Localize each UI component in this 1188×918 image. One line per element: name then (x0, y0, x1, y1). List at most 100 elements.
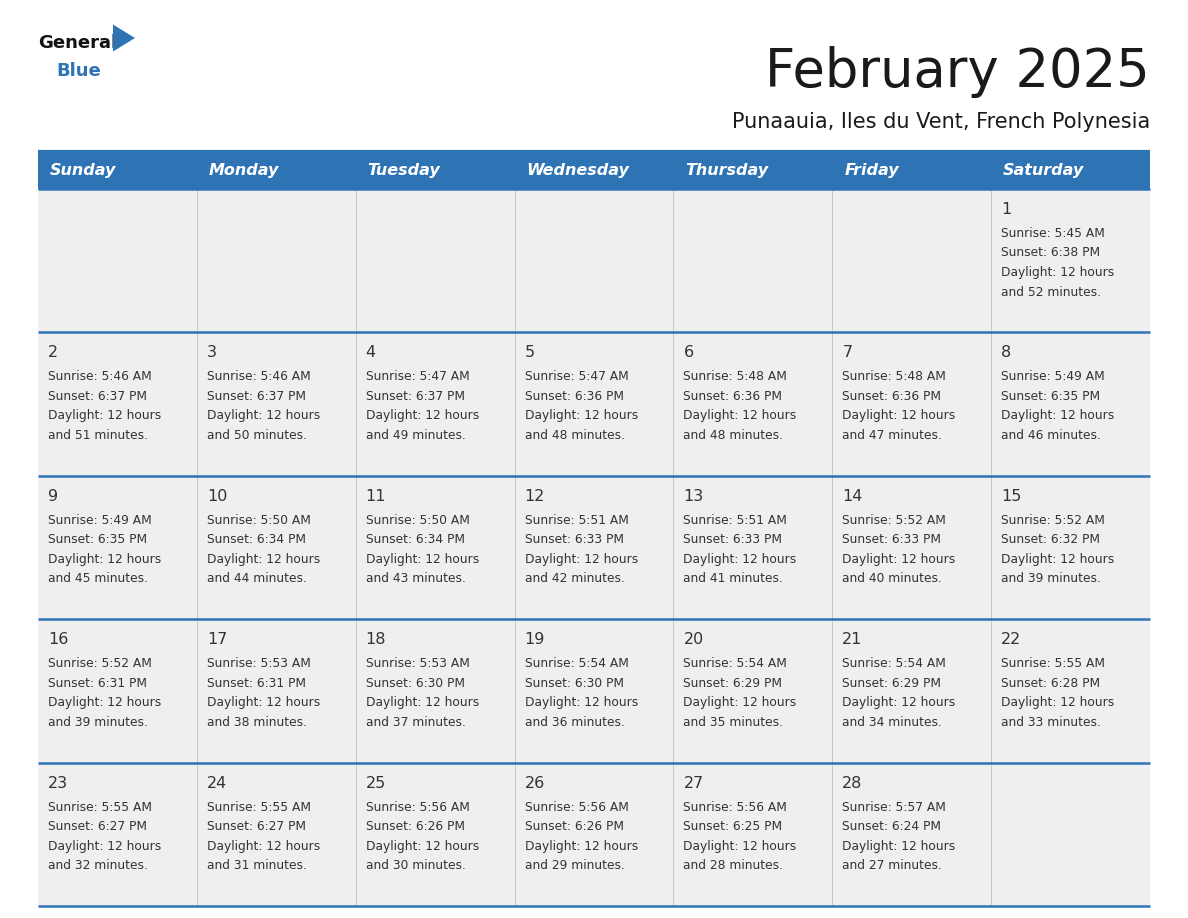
Text: and 49 minutes.: and 49 minutes. (366, 429, 466, 442)
Text: Sunset: 6:32 PM: Sunset: 6:32 PM (1001, 533, 1100, 546)
Text: Sunset: 6:33 PM: Sunset: 6:33 PM (525, 533, 624, 546)
Text: 2: 2 (48, 345, 58, 361)
Text: Sunrise: 5:55 AM: Sunrise: 5:55 AM (207, 800, 311, 813)
Text: Blue: Blue (56, 62, 101, 80)
Text: 1: 1 (1001, 202, 1011, 217)
Text: Sunset: 6:35 PM: Sunset: 6:35 PM (1001, 390, 1100, 403)
Text: Friday: Friday (845, 163, 899, 178)
Text: and 50 minutes.: and 50 minutes. (207, 429, 307, 442)
Bar (38, 189, 1150, 332)
Text: Daylight: 12 hours: Daylight: 12 hours (48, 553, 162, 565)
Text: Daylight: 12 hours: Daylight: 12 hours (842, 553, 955, 565)
Text: 14: 14 (842, 488, 862, 504)
Text: Daylight: 12 hours: Daylight: 12 hours (48, 696, 162, 710)
Text: Sunset: 6:34 PM: Sunset: 6:34 PM (207, 533, 305, 546)
Text: Sunrise: 5:56 AM: Sunrise: 5:56 AM (683, 800, 788, 813)
Text: Sunset: 6:33 PM: Sunset: 6:33 PM (683, 533, 783, 546)
Text: Sunset: 6:31 PM: Sunset: 6:31 PM (48, 677, 147, 689)
Text: Wednesday: Wednesday (526, 163, 630, 178)
Text: Sunset: 6:26 PM: Sunset: 6:26 PM (366, 820, 465, 834)
Text: Sunset: 6:28 PM: Sunset: 6:28 PM (1001, 677, 1100, 689)
Text: Daylight: 12 hours: Daylight: 12 hours (525, 553, 638, 565)
Text: Sunset: 6:33 PM: Sunset: 6:33 PM (842, 533, 941, 546)
Text: 8: 8 (1001, 345, 1011, 361)
Text: 19: 19 (525, 633, 545, 647)
Text: Sunrise: 5:54 AM: Sunrise: 5:54 AM (842, 657, 946, 670)
Text: and 46 minutes.: and 46 minutes. (1001, 429, 1101, 442)
Text: 11: 11 (366, 488, 386, 504)
Text: Sunset: 6:29 PM: Sunset: 6:29 PM (683, 677, 783, 689)
Text: Tuesday: Tuesday (368, 163, 441, 178)
Text: Sunset: 6:35 PM: Sunset: 6:35 PM (48, 533, 147, 546)
Text: and 45 minutes.: and 45 minutes. (48, 572, 148, 586)
Text: Sunrise: 5:50 AM: Sunrise: 5:50 AM (366, 514, 469, 527)
Text: Daylight: 12 hours: Daylight: 12 hours (525, 409, 638, 422)
Bar (38, 476, 1150, 620)
Text: and 48 minutes.: and 48 minutes. (525, 429, 625, 442)
Text: Punaauia, Iles du Vent, French Polynesia: Punaauia, Iles du Vent, French Polynesia (732, 112, 1150, 132)
Text: Daylight: 12 hours: Daylight: 12 hours (683, 553, 797, 565)
Text: February 2025: February 2025 (765, 46, 1150, 98)
Text: General: General (38, 34, 118, 52)
Text: Sunset: 6:36 PM: Sunset: 6:36 PM (842, 390, 941, 403)
Text: and 30 minutes.: and 30 minutes. (366, 859, 466, 872)
Text: Sunrise: 5:53 AM: Sunrise: 5:53 AM (207, 657, 311, 670)
Text: Daylight: 12 hours: Daylight: 12 hours (366, 840, 479, 853)
Text: 6: 6 (683, 345, 694, 361)
Text: Sunset: 6:37 PM: Sunset: 6:37 PM (366, 390, 465, 403)
Text: Daylight: 12 hours: Daylight: 12 hours (842, 696, 955, 710)
Text: Daylight: 12 hours: Daylight: 12 hours (525, 840, 638, 853)
Text: Daylight: 12 hours: Daylight: 12 hours (366, 696, 479, 710)
Text: 17: 17 (207, 633, 227, 647)
Text: and 29 minutes.: and 29 minutes. (525, 859, 625, 872)
Text: 28: 28 (842, 776, 862, 790)
Text: Daylight: 12 hours: Daylight: 12 hours (1001, 553, 1114, 565)
Text: and 52 minutes.: and 52 minutes. (1001, 285, 1101, 298)
Text: Daylight: 12 hours: Daylight: 12 hours (207, 840, 320, 853)
Text: Daylight: 12 hours: Daylight: 12 hours (207, 696, 320, 710)
Text: Sunset: 6:27 PM: Sunset: 6:27 PM (48, 820, 147, 834)
Text: Sunset: 6:37 PM: Sunset: 6:37 PM (207, 390, 305, 403)
Text: Saturday: Saturday (1003, 163, 1085, 178)
Text: and 36 minutes.: and 36 minutes. (525, 716, 625, 729)
Text: 16: 16 (48, 633, 69, 647)
Text: and 35 minutes.: and 35 minutes. (683, 716, 783, 729)
Text: and 39 minutes.: and 39 minutes. (1001, 572, 1101, 586)
Text: Sunrise: 5:54 AM: Sunrise: 5:54 AM (525, 657, 628, 670)
Text: Daylight: 12 hours: Daylight: 12 hours (1001, 696, 1114, 710)
Text: Daylight: 12 hours: Daylight: 12 hours (525, 696, 638, 710)
Text: 23: 23 (48, 776, 68, 790)
Text: Sunset: 6:36 PM: Sunset: 6:36 PM (683, 390, 783, 403)
Text: Daylight: 12 hours: Daylight: 12 hours (842, 840, 955, 853)
Text: Sunset: 6:30 PM: Sunset: 6:30 PM (366, 677, 465, 689)
Text: Sunset: 6:34 PM: Sunset: 6:34 PM (366, 533, 465, 546)
Bar (38, 332, 1150, 476)
Text: Sunrise: 5:51 AM: Sunrise: 5:51 AM (525, 514, 628, 527)
Text: Daylight: 12 hours: Daylight: 12 hours (48, 840, 162, 853)
Text: Sunset: 6:24 PM: Sunset: 6:24 PM (842, 820, 941, 834)
Text: and 42 minutes.: and 42 minutes. (525, 572, 625, 586)
Text: Sunrise: 5:50 AM: Sunrise: 5:50 AM (207, 514, 311, 527)
Text: Sunset: 6:29 PM: Sunset: 6:29 PM (842, 677, 941, 689)
Text: Sunrise: 5:48 AM: Sunrise: 5:48 AM (842, 370, 946, 384)
Text: and 37 minutes.: and 37 minutes. (366, 716, 466, 729)
Text: Sunset: 6:38 PM: Sunset: 6:38 PM (1001, 247, 1100, 260)
Text: 10: 10 (207, 488, 227, 504)
Text: Sunset: 6:30 PM: Sunset: 6:30 PM (525, 677, 624, 689)
Text: Sunrise: 5:46 AM: Sunrise: 5:46 AM (48, 370, 152, 384)
Text: and 43 minutes.: and 43 minutes. (366, 572, 466, 586)
Text: 5: 5 (525, 345, 535, 361)
Text: Sunrise: 5:48 AM: Sunrise: 5:48 AM (683, 370, 788, 384)
Text: Daylight: 12 hours: Daylight: 12 hours (366, 553, 479, 565)
Text: Sunset: 6:36 PM: Sunset: 6:36 PM (525, 390, 624, 403)
Text: Sunrise: 5:47 AM: Sunrise: 5:47 AM (366, 370, 469, 384)
Text: Sunset: 6:27 PM: Sunset: 6:27 PM (207, 820, 305, 834)
Text: Sunrise: 5:56 AM: Sunrise: 5:56 AM (366, 800, 469, 813)
Text: and 31 minutes.: and 31 minutes. (207, 859, 307, 872)
Text: Monday: Monday (209, 163, 279, 178)
Text: Sunset: 6:31 PM: Sunset: 6:31 PM (207, 677, 305, 689)
Text: 21: 21 (842, 633, 862, 647)
Text: Daylight: 12 hours: Daylight: 12 hours (683, 409, 797, 422)
Text: Sunrise: 5:49 AM: Sunrise: 5:49 AM (48, 514, 152, 527)
Text: Sunrise: 5:52 AM: Sunrise: 5:52 AM (48, 657, 152, 670)
